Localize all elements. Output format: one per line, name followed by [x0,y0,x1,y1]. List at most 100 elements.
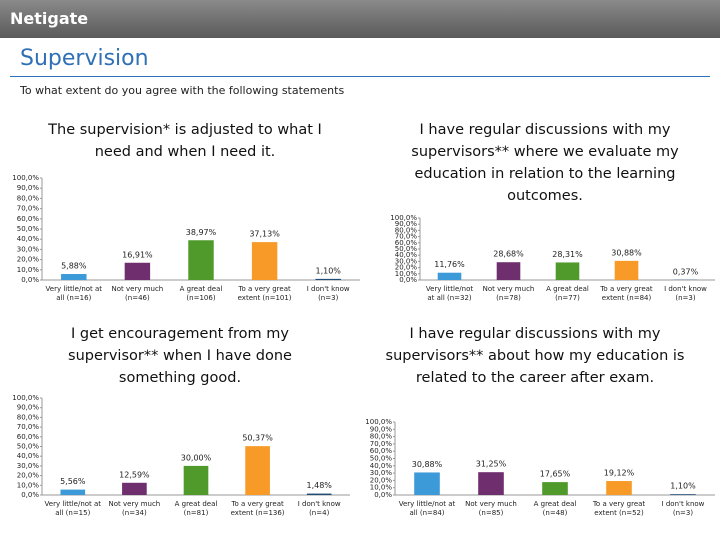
x-tick-label: A great deal (n=106) [179,285,223,302]
y-tick-label: 60,0% [17,433,40,441]
x-tick-label: Very little/not at all (n=16) [45,285,103,302]
y-tick-label: 100,0% [390,214,417,222]
value-label: 1,48% [306,481,332,490]
bar [478,472,504,495]
x-tick-label: Not very much (n=85) [465,500,517,517]
chart-title: I have regular discussions with my super… [411,122,679,204]
y-tick-label: 60,0% [370,447,393,455]
value-label: 1,10% [315,266,341,275]
bar [306,493,332,495]
value-label: 19,12% [604,469,635,478]
x-tick-label: I don't know (n=3) [661,500,705,517]
x-tick-label: A great deal (n=48) [533,500,577,517]
y-tick-label: 20,0% [370,476,393,484]
y-tick-label: 40,0% [370,462,393,470]
x-tick-label: To a very great extent (n=52) [592,500,646,517]
bar [60,489,86,495]
bar [542,482,568,495]
y-tick-label: 90,0% [17,184,40,192]
value-label: 30,00% [181,453,212,462]
y-tick-label: 30,0% [17,462,40,470]
bar [315,278,341,280]
subtitle: To what extent do you agree with the fol… [20,84,345,97]
bar [245,446,270,495]
x-tick-label: I don't know (n=3) [306,285,350,302]
y-tick-label: 40,0% [395,251,418,259]
y-tick-label: 60,0% [395,239,418,247]
y-tick-label: 40,0% [17,235,40,243]
header-bar: Netigate [0,0,720,38]
x-tick-label: To a very great extent (n=136) [230,500,285,517]
bar [614,260,639,280]
x-tick-label: Very little/not at all (n=32) [425,285,474,302]
slide-title: Supervision [20,46,149,71]
y-tick-label: 100,0% [365,418,392,426]
chart-title: The supervision* is adjusted to what I n… [48,122,322,160]
y-tick-label: 30,0% [395,257,418,265]
chart-title: I have regular discussions with my super… [385,326,685,386]
bar [61,274,87,280]
x-tick-label: Not very much (n=34) [108,500,161,517]
x-tick-label: A great deal (n=77) [546,285,589,302]
y-tick-label: 40,0% [17,452,40,460]
x-tick-label: Not very much (n=78) [482,285,535,302]
value-label: 37,13% [249,230,280,239]
bar [606,481,632,495]
value-label: 28,68% [493,250,524,259]
value-label: 1,10% [670,482,696,491]
y-tick-label: 0,0% [374,491,392,499]
value-label: 0,37% [673,267,699,276]
y-tick-label: 70,0% [370,440,393,448]
x-tick-label: I don't know (n=4) [297,500,341,517]
bar [188,240,214,280]
bar [122,482,147,495]
x-tick-label: I don't know (n=3) [664,285,707,302]
y-tick-label: 10,0% [395,270,418,278]
bar [670,494,696,495]
value-label: 12,59% [119,470,150,479]
chart-title: I get encouragement from my supervisor**… [68,326,292,386]
bar [183,465,209,495]
value-label: 28,31% [552,250,583,259]
y-tick-label: 0,0% [21,276,39,284]
bar [414,472,440,495]
logo: Netigate [10,9,89,28]
x-tick-label: To a very great extent (n=84) [600,285,653,302]
value-label: 11,76% [434,260,465,269]
y-tick-label: 50,0% [17,225,40,233]
value-label: 31,25% [476,460,507,469]
y-tick-label: 80,0% [395,226,418,234]
y-tick-label: 0,0% [21,491,39,499]
bar [437,272,462,280]
value-label: 5,56% [60,477,86,486]
y-tick-label: 30,0% [17,245,40,253]
bar [124,262,151,280]
y-tick-label: 90,0% [395,220,418,228]
bar [251,242,278,280]
y-tick-label: 30,0% [370,469,393,477]
value-label: 30,88% [412,460,443,469]
y-tick-label: 20,0% [17,256,40,264]
y-tick-label: 80,0% [370,433,393,441]
x-tick-label: To a very great extent (n=101) [237,285,292,302]
y-tick-label: 50,0% [370,455,393,463]
x-tick-label: Very little/not at all (n=15) [44,500,102,517]
y-tick-label: 20,0% [395,264,418,272]
x-tick-label: Very little/not at all (n=84) [398,500,456,517]
y-tick-label: 90,0% [370,425,393,433]
y-tick-label: 60,0% [17,215,40,223]
y-tick-label: 90,0% [17,404,40,412]
y-tick-label: 70,0% [17,205,40,213]
y-tick-label: 10,0% [370,484,393,492]
value-label: 50,37% [242,434,273,443]
y-tick-label: 100,0% [12,394,39,402]
value-label: 16,91% [122,250,153,259]
y-tick-label: 10,0% [17,481,40,489]
value-label: 17,65% [540,470,571,479]
y-tick-label: 80,0% [17,413,40,421]
y-tick-label: 80,0% [17,194,40,202]
y-tick-label: 100,0% [12,174,39,182]
y-tick-label: 70,0% [17,423,40,431]
y-tick-label: 70,0% [395,233,418,241]
